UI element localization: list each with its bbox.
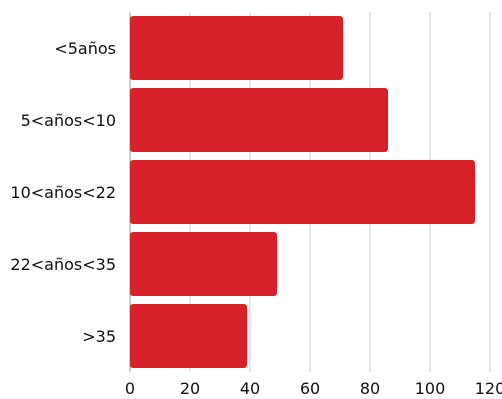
x-tick-label-120: 120 [475, 379, 502, 398]
bar-0 [130, 16, 343, 80]
bar-3 [130, 232, 277, 296]
x-tick-label-40: 40 [240, 379, 260, 398]
bar-layer [130, 16, 475, 368]
category-label-4: >35 [82, 327, 116, 346]
x-tick-label-0: 0 [125, 379, 135, 398]
x-tick-label-80: 80 [360, 379, 380, 398]
category-label-2: 10<años<22 [10, 183, 116, 202]
x-tick-label-20: 20 [180, 379, 200, 398]
bar-4 [130, 304, 247, 368]
bar-1 [130, 88, 388, 152]
category-label-3: 22<años<35 [10, 255, 116, 274]
bar-2 [130, 160, 475, 224]
x-tick-label-60: 60 [300, 379, 320, 398]
category-label-0: <5años [54, 39, 116, 58]
x-tick-label-100: 100 [415, 379, 446, 398]
category-label-1: 5<años<10 [21, 111, 116, 130]
category-labels: <5años 5<años<10 10<años<22 22<años<35 >35 [10, 39, 116, 346]
x-axis-tick-labels: 0 20 40 60 80 100 120 [125, 379, 502, 398]
